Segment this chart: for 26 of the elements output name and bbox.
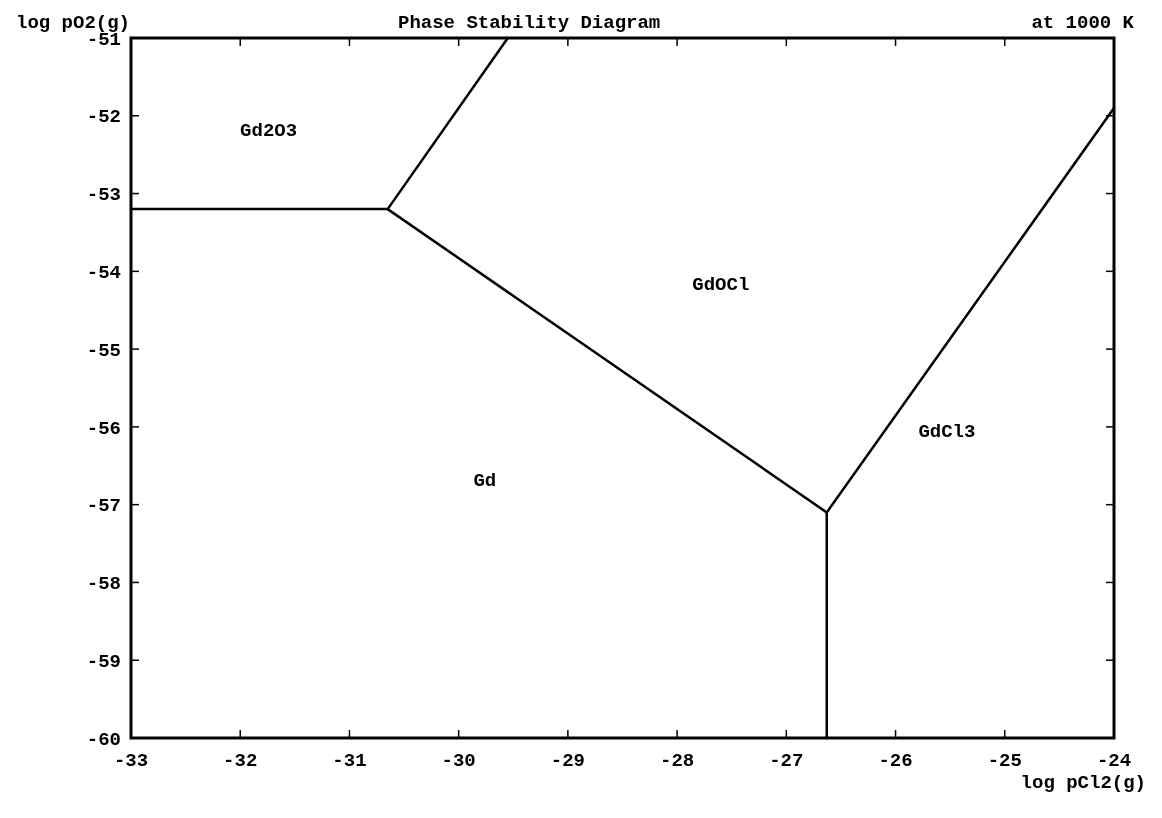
y-tick-label: -52 (86, 106, 121, 129)
x-tick-label: -32 (223, 750, 258, 772)
y-tick-label: -57 (86, 495, 121, 518)
y-tick-label: -55 (86, 339, 121, 362)
chart-title: Phase Stability Diagram (398, 12, 661, 34)
x-tick-label: -24 (1096, 750, 1132, 772)
x-tick-label: -31 (332, 750, 367, 772)
x-tick-label: -28 (660, 750, 695, 772)
x-tick-label: -33 (113, 750, 149, 772)
y-tick-label: -59 (86, 650, 121, 673)
annotation: Gd (473, 469, 497, 492)
x-tick-label: -26 (878, 750, 913, 772)
x-tick-label: -29 (550, 750, 585, 772)
x-tick-label: -30 (441, 750, 476, 772)
x-tick-label: -25 (987, 750, 1022, 772)
y-tick-label: -58 (86, 573, 121, 596)
y-tick-label: -53 (86, 184, 121, 207)
x-axis-title: log pCl2(g) (1020, 772, 1146, 794)
annotation: GdOCl (692, 273, 750, 296)
annotation: Gd2O3 (240, 119, 298, 142)
annotation: GdCl3 (918, 420, 976, 443)
x-tick-label: -27 (769, 750, 804, 772)
y-tick-label: -56 (86, 417, 121, 440)
y-tick-label: -54 (86, 261, 121, 284)
y-tick-label: -60 (86, 728, 121, 751)
text: at 1000 K (1031, 12, 1135, 34)
